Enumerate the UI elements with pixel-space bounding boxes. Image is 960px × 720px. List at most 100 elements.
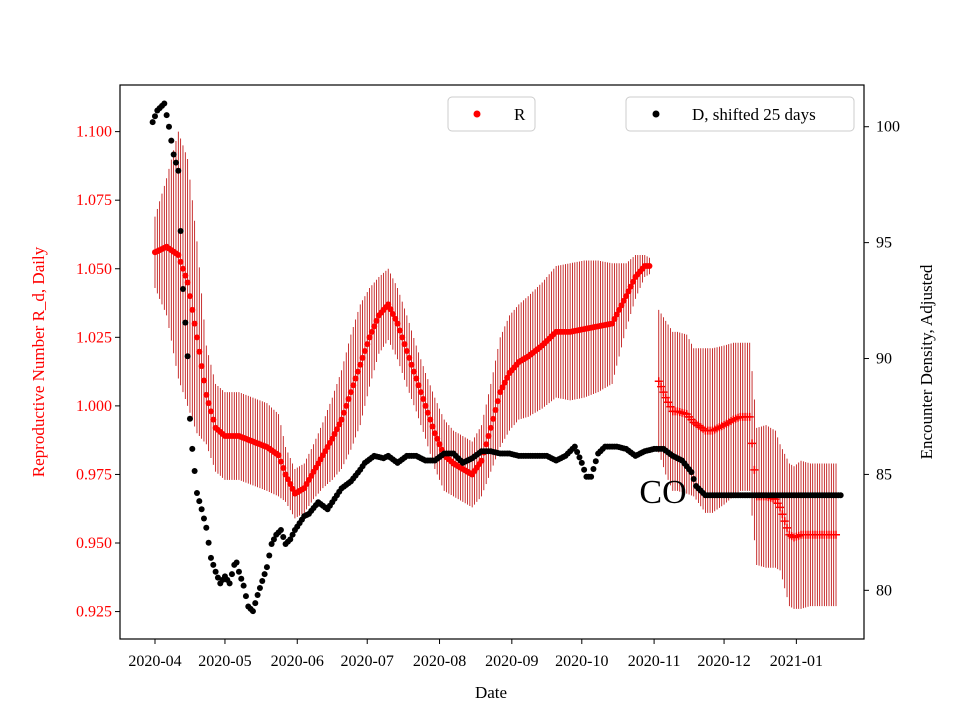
plot-area [120,85,864,639]
point-2-22 [200,515,207,522]
point-2-59 [287,536,294,543]
point-0-79 [336,421,343,428]
point-0-95 [373,317,380,324]
point-2-23 [203,524,210,531]
point-0-106 [399,334,406,341]
point-0-81 [340,409,347,416]
point-0-93 [368,328,375,335]
point-0-88 [357,361,364,368]
point-0-57 [284,476,291,483]
point-0-19 [196,348,203,355]
plot-frame [119,84,865,640]
point-0-199 [616,306,623,313]
left-tick-label-7: 1.100 [76,124,112,141]
left-tick-label-6: 1.075 [76,192,112,209]
point-2-43 [249,608,256,615]
point-0-87 [354,368,361,375]
right-tick-label-0: 80 [876,582,892,599]
point-2-7 [165,123,172,130]
point-2-60 [289,531,296,538]
point-2-14 [182,319,189,326]
point-0-212 [646,263,653,270]
point-1-41 [750,465,759,474]
left-tick-label-2: 0.975 [76,466,112,483]
point-0-77 [331,430,338,437]
point-2-16 [186,415,193,422]
point-0-58 [287,481,294,488]
right-tick-label-4: 100 [876,119,900,136]
point-2-1 [151,113,158,120]
point-0-55 [280,465,287,472]
legend-d: D, shifted 25 days [625,96,855,132]
right-axis: 80 85 90 95 100 [864,119,900,599]
point-2-47 [259,578,266,585]
point-0-16 [189,306,196,313]
point-0-100 [385,301,392,308]
point-2-15 [184,353,191,360]
left-axis: 0.925 0.950 0.975 1.000 1.025 1.050 1.075 1.100 [76,124,120,621]
point-2-11 [175,167,182,174]
x-tick-label-7: 2020-11 [628,653,681,670]
point-0-102 [389,311,396,318]
point-0-23 [205,400,212,407]
point-1-52 [776,503,785,512]
point-0-149 [499,384,506,391]
point-2-190 [592,458,599,465]
point-2-17 [189,445,196,452]
right-tick-label-2: 90 [876,351,892,368]
legend-r-label: R [514,105,526,124]
x-tick-label-2: 2020-06 [271,653,324,670]
point-0-10 [175,252,182,259]
point-0-121 [434,435,441,442]
point-2-44 [252,600,259,607]
x-tick-label-0: 2020-04 [128,653,181,670]
x-tick-label-6: 2020-10 [555,653,608,670]
point-2-185 [581,466,588,473]
point-2-40 [242,593,249,600]
legend-d-box [625,96,855,132]
point-2-46 [256,585,263,592]
point-2-21 [198,506,205,513]
point-2-295 [837,492,844,499]
point-0-12 [179,265,186,272]
point-0-122 [436,441,443,448]
point-2-55 [277,527,284,534]
point-0-91 [364,341,371,348]
point-0-116 [422,402,429,409]
point-2-39 [240,582,247,589]
point-1-40 [748,439,757,448]
point-0-113 [415,382,422,389]
point-0-25 [210,416,217,423]
point-0-118 [427,416,434,423]
point-2-37 [235,568,242,575]
point-1-55 [783,523,792,532]
point-0-112 [413,375,420,382]
point-0-110 [408,361,415,368]
legend-r-marker [473,110,481,118]
point-1-39 [745,412,754,421]
point-0-198 [613,311,620,318]
point-2-19 [193,489,200,496]
point-0-94 [371,323,378,330]
point-0-24 [207,408,214,415]
point-2-189 [590,466,597,473]
point-2-51 [268,540,275,547]
legend-d-label: D, shifted 25 days [692,105,816,124]
point-2-36 [233,559,240,566]
point-0-146 [492,406,499,413]
x-axis: 2020-04 2020-05 2020-06 2020-07 2020-08 2020-… [128,639,823,670]
point-0-11 [177,258,184,265]
point-0-197 [611,316,618,323]
left-tick-label-4: 1.025 [76,329,112,346]
point-0-85 [350,382,357,389]
point-0-143 [485,433,492,440]
point-0-115 [420,396,427,403]
point-0-117 [424,409,431,416]
legend-r: R [447,96,536,132]
point-0-200 [618,302,625,309]
point-0-82 [343,402,350,409]
point-2-231 [688,469,695,476]
point-0-20 [198,363,205,370]
point-0-201 [620,297,627,304]
x-tick-label-1: 2020-05 [198,653,251,670]
